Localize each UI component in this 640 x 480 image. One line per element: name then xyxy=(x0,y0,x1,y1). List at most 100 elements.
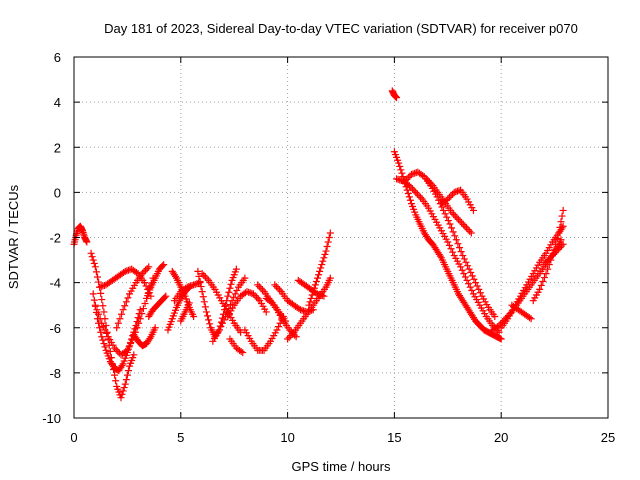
data-point xyxy=(288,330,296,338)
data-point xyxy=(241,274,249,282)
data-point xyxy=(140,268,148,276)
data-point xyxy=(136,315,144,323)
data-point xyxy=(461,273,469,281)
data-point xyxy=(127,340,135,348)
series-arc-z xyxy=(388,87,401,102)
series-arc-aj xyxy=(540,240,567,269)
data-point xyxy=(253,293,261,301)
data-point xyxy=(217,323,225,331)
data-point xyxy=(259,286,267,294)
data-point xyxy=(267,298,275,306)
data-point xyxy=(284,335,292,343)
y-tick-label: 6 xyxy=(54,50,61,65)
data-point xyxy=(92,268,100,276)
data-point xyxy=(460,270,468,278)
data-point xyxy=(395,159,403,167)
series-arc-h xyxy=(143,261,168,302)
data-point xyxy=(468,287,476,295)
data-point xyxy=(116,315,124,323)
data-point xyxy=(130,351,138,359)
data-point xyxy=(404,174,412,182)
data-point xyxy=(146,334,154,342)
data-point xyxy=(459,252,467,260)
data-point xyxy=(295,305,303,313)
data-point xyxy=(185,299,193,307)
data-point xyxy=(444,195,452,203)
data-point xyxy=(161,293,169,301)
data-point xyxy=(403,175,411,183)
data-point xyxy=(473,282,481,290)
data-point xyxy=(406,196,414,204)
data-point xyxy=(204,312,211,320)
data-point xyxy=(555,229,563,237)
data-point xyxy=(447,192,455,200)
data-point xyxy=(401,177,409,185)
data-point xyxy=(445,193,453,201)
data-point xyxy=(274,284,282,292)
data-point xyxy=(140,279,148,287)
data-point xyxy=(550,250,558,258)
data-point xyxy=(257,284,265,292)
series-arc-ad xyxy=(422,175,475,237)
series-arc-a xyxy=(70,222,91,248)
data-point xyxy=(120,268,128,276)
data-point xyxy=(404,190,412,198)
data-point xyxy=(197,283,205,291)
data-point xyxy=(324,238,332,246)
data-point xyxy=(255,283,263,291)
y-axis-label: SDTVAR / TECUs xyxy=(6,184,21,289)
data-point xyxy=(225,288,233,296)
data-point xyxy=(323,243,331,251)
data-point xyxy=(557,218,565,226)
data-point xyxy=(545,255,553,263)
data-point xyxy=(111,344,119,352)
data-point xyxy=(273,326,281,334)
data-point xyxy=(136,306,144,314)
data-point xyxy=(558,242,566,250)
data-point xyxy=(448,209,456,217)
data-point xyxy=(314,274,322,282)
y-tick-labels: -10 -8 -6 -4 -2 0 2 4 6 xyxy=(42,50,61,426)
series-arc-s xyxy=(241,312,287,354)
data-point xyxy=(97,289,105,297)
data-point xyxy=(309,288,317,296)
data-point xyxy=(103,329,111,337)
data-point xyxy=(106,347,114,355)
x-tick-label: 10 xyxy=(280,430,294,445)
data-point xyxy=(440,206,448,214)
data-point xyxy=(559,240,567,248)
data-point xyxy=(405,193,413,201)
series-arc-ai xyxy=(529,206,567,305)
data-point xyxy=(119,306,127,314)
x-axis-label: GPS time / hours xyxy=(292,459,391,474)
data-point xyxy=(426,178,434,186)
data-point xyxy=(497,335,505,343)
data-point xyxy=(93,273,101,281)
data-point xyxy=(232,265,240,273)
data-point xyxy=(205,316,213,324)
data-point xyxy=(121,380,129,388)
data-point xyxy=(123,346,131,354)
data-point xyxy=(138,270,146,278)
data-point xyxy=(239,349,247,357)
data-point xyxy=(454,215,462,223)
data-point xyxy=(135,319,143,327)
data-point xyxy=(527,315,535,323)
data-point xyxy=(326,274,334,282)
data-point xyxy=(98,333,106,341)
data-point xyxy=(276,286,284,294)
data-point xyxy=(272,283,280,291)
series-arc-ae xyxy=(437,186,477,214)
data-point xyxy=(546,254,554,262)
data-point xyxy=(393,94,401,102)
data-point xyxy=(452,236,460,244)
data-point xyxy=(133,324,141,332)
data-point xyxy=(201,273,209,281)
data-point xyxy=(254,295,262,303)
data-point xyxy=(443,213,451,221)
data-point xyxy=(451,212,459,220)
data-point xyxy=(461,222,469,230)
data-point xyxy=(124,294,132,302)
y-tick-label: 2 xyxy=(54,140,61,155)
